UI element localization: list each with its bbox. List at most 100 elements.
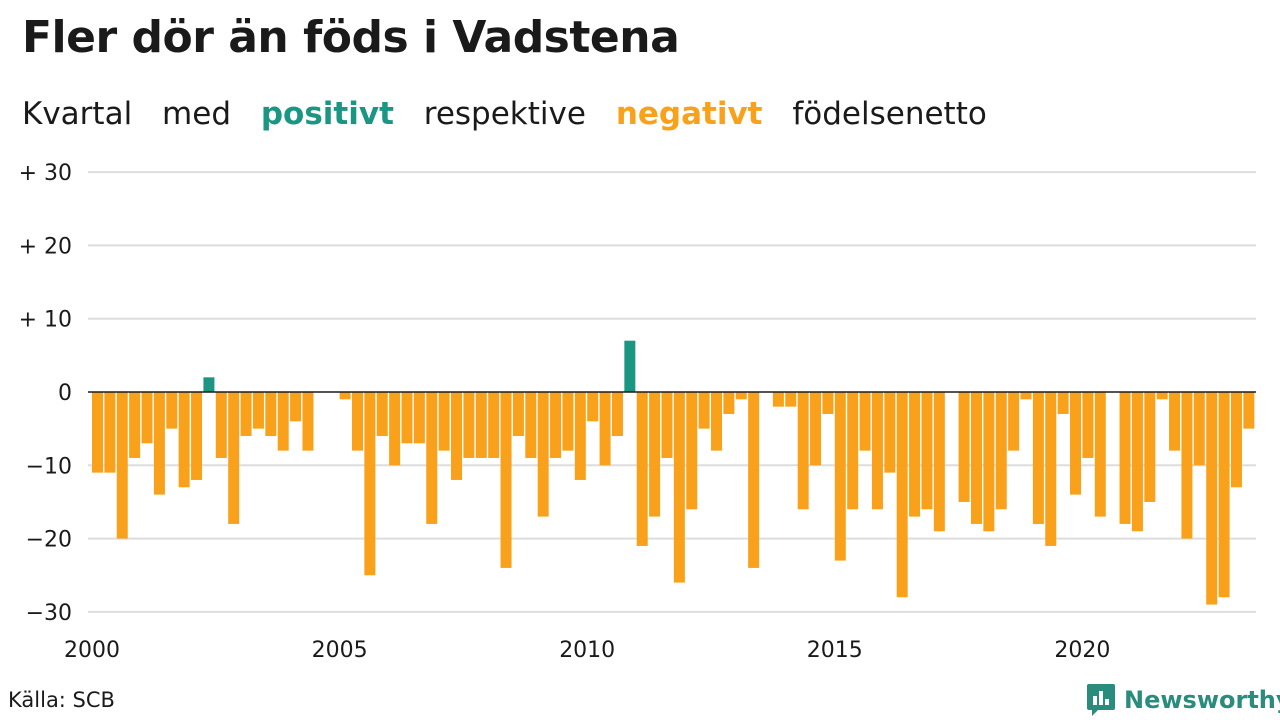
bar <box>723 392 735 414</box>
bar <box>661 392 673 458</box>
bar <box>1169 392 1181 451</box>
x-tick-label: 2015 <box>807 638 863 663</box>
bar <box>191 392 203 480</box>
bar <box>215 392 227 458</box>
bar <box>265 392 277 436</box>
bar <box>203 377 215 392</box>
bar <box>228 392 240 524</box>
chart-title: Fler dör än föds i Vadstena <box>22 12 680 63</box>
subtitle-word-fodelsenetto: födelsenetto <box>792 96 987 132</box>
bar <box>339 392 351 400</box>
bar <box>451 392 463 480</box>
bar <box>970 392 982 524</box>
subtitle-word-respektive: respektive <box>423 96 586 132</box>
newsworthy-logo-icon <box>1087 684 1115 716</box>
bar <box>871 392 883 510</box>
bar <box>252 392 264 429</box>
x-tick-label: 2010 <box>559 638 615 663</box>
gridlines <box>88 171 1256 613</box>
x-tick-label: 2005 <box>312 638 368 663</box>
bar <box>277 392 289 451</box>
bar <box>488 392 500 458</box>
bar <box>797 392 809 510</box>
bar <box>921 392 933 510</box>
bar <box>550 392 562 458</box>
bar <box>1032 392 1044 524</box>
bar <box>351 392 363 451</box>
bar <box>1243 392 1255 429</box>
bar <box>1045 392 1057 546</box>
bar <box>884 392 896 473</box>
bar <box>1218 392 1230 598</box>
bar <box>389 392 401 466</box>
bar <box>933 392 945 532</box>
bar <box>1206 392 1218 605</box>
legend-positive-label: positivt <box>260 96 394 132</box>
bar <box>735 392 747 400</box>
bar <box>958 392 970 502</box>
bar <box>116 392 128 539</box>
subtitle-word-kvartal: Kvartal <box>22 96 133 132</box>
bar <box>475 392 487 458</box>
y-axis-labels: + 30 + 20 + 10 0 −10 −20 −30 <box>19 161 72 626</box>
bar <box>1193 392 1205 466</box>
bar <box>104 392 116 473</box>
bar <box>537 392 549 517</box>
subtitle-word-med: med <box>162 96 231 132</box>
bar <box>290 392 302 422</box>
bar <box>1082 392 1094 458</box>
bar <box>772 392 784 407</box>
bar <box>562 392 574 451</box>
chart-subtitle: Kvartal med positivt respektive negativt… <box>22 96 1007 132</box>
bar <box>624 340 636 392</box>
bar <box>983 392 995 532</box>
bar <box>1156 392 1168 400</box>
bar <box>401 392 413 444</box>
bar <box>1144 392 1156 502</box>
bar <box>859 392 871 451</box>
bar <box>1094 392 1106 517</box>
x-tick-label: 2000 <box>64 638 120 663</box>
bar <box>909 392 921 517</box>
bar <box>785 392 797 407</box>
bar <box>1008 392 1020 451</box>
bar <box>240 392 252 436</box>
bar <box>463 392 475 458</box>
bar <box>525 392 537 458</box>
bar <box>1119 392 1131 524</box>
bar <box>686 392 698 510</box>
bar <box>649 392 661 517</box>
bar <box>834 392 846 561</box>
source-note: Källa: SCB <box>8 688 115 712</box>
bar-chart: + 30+ 20+ 100−10−20−30 2000 2005 2010 2015 2… <box>19 161 1256 663</box>
brand-logo[interactable]: Newsworthy <box>1086 682 1280 718</box>
bar <box>1070 392 1082 495</box>
bar <box>92 392 103 473</box>
bar <box>711 392 722 451</box>
bar <box>1020 392 1032 400</box>
bar <box>426 392 438 524</box>
bar <box>995 392 1007 510</box>
y-tick-label: −10 <box>26 454 72 479</box>
bar <box>611 392 623 436</box>
y-tick-label: −20 <box>26 528 72 553</box>
bar <box>673 392 685 583</box>
bar <box>302 392 314 451</box>
bar <box>438 392 450 451</box>
bar <box>166 392 178 429</box>
bar <box>587 392 599 422</box>
bar <box>1057 392 1069 414</box>
bar <box>1181 392 1193 539</box>
legend-negative-label: negativt <box>615 96 763 132</box>
bar <box>599 392 611 466</box>
bars <box>92 340 1255 605</box>
bar <box>141 392 153 444</box>
y-tick-label: −30 <box>26 601 72 626</box>
bar <box>574 392 586 480</box>
bar <box>1230 392 1242 488</box>
bar <box>364 392 376 576</box>
y-tick-label: + 20 <box>19 234 72 259</box>
y-tick-label: + 30 <box>19 161 72 186</box>
bar <box>413 392 425 444</box>
bar <box>129 392 141 458</box>
